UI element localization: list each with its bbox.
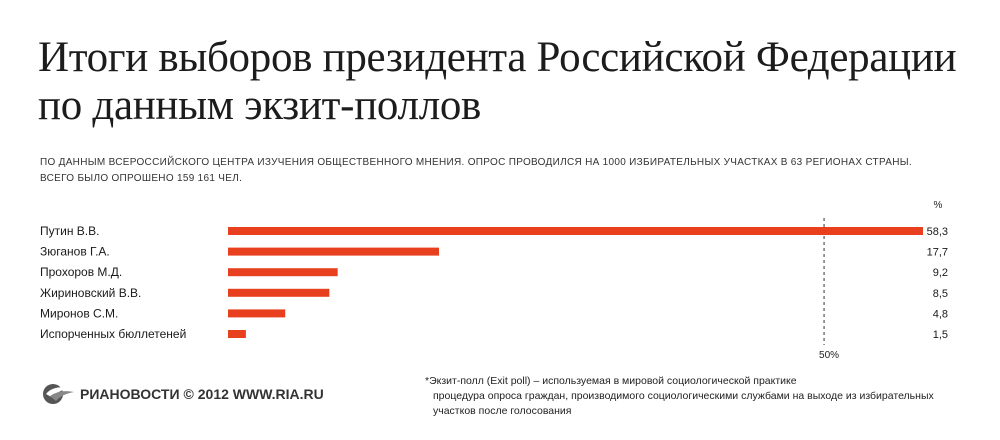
value-label: 9,2 [933, 267, 948, 279]
footnote-line-1: *Экзит-полл (Exit poll) – используемая в… [425, 375, 797, 387]
chart-subtitle: По данным Всероссийского центра изучения… [40, 157, 912, 184]
footnote-line-2: процедура опроса граждан, производимого … [433, 390, 934, 417]
brand-copyright: © 2012 WWW.RIA.RU [183, 386, 324, 402]
category-label: Путин В.В. [40, 224, 99, 238]
bar [228, 288, 330, 297]
ria-logo-icon [43, 384, 74, 404]
bar [228, 268, 338, 277]
value-label: 58,3 [927, 226, 948, 238]
value-label: 8,5 [933, 288, 948, 300]
value-label: 4,8 [933, 308, 948, 320]
brand-block: РИАНОВОСТИ © 2012 WWW.RIA.RU [40, 381, 324, 407]
unit-label: % [934, 200, 943, 211]
category-label: Зюганов Г.А. [40, 245, 110, 259]
category-label: Жириновский В.В. [40, 286, 141, 300]
bar [228, 309, 286, 318]
value-label: 1,5 [933, 329, 948, 341]
page-title: Итоги выборов президента Российской Феде… [38, 34, 957, 129]
category-label: Прохоров М.Д. [40, 265, 122, 279]
bar [228, 330, 246, 338]
reference-line-label: 50% [819, 350, 839, 361]
value-label: 17,7 [927, 247, 948, 259]
bar [228, 227, 923, 235]
category-label: Испорченных бюллетеней [40, 327, 186, 341]
brand-logo-text: РИАНОВОСТИ [80, 386, 180, 402]
footnote: *Экзит-полл (Exit poll) – используемая в… [425, 374, 965, 419]
bar [228, 247, 440, 256]
category-label: Миронов С.М. [40, 306, 118, 320]
